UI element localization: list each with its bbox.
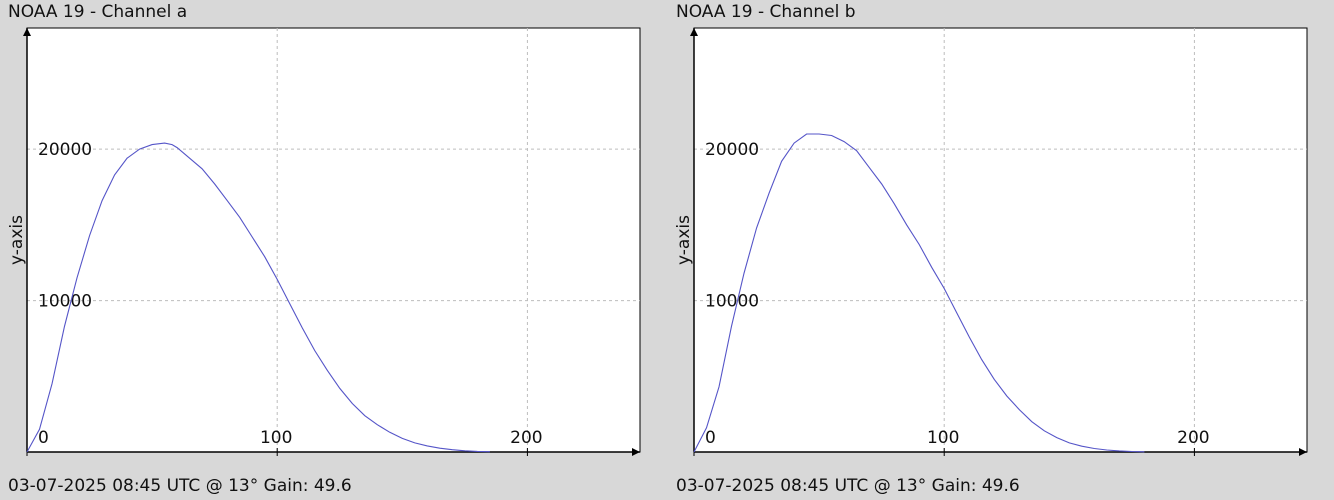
x-tick-label: 100 bbox=[927, 428, 959, 448]
y-axis-label: y-axis bbox=[7, 215, 27, 265]
x-tick-label: 200 bbox=[1177, 428, 1209, 448]
x-tick-label: 100 bbox=[260, 428, 292, 448]
chart-channel-a: 0 100 200 10000 20000 y-axis bbox=[7, 27, 641, 456]
y-axis-arrow-icon bbox=[690, 28, 698, 36]
chart-channel-b: 0 100 200 10000 20000 y-axis bbox=[674, 27, 1308, 456]
series-line bbox=[693, 133, 1145, 453]
y-axis-label: y-axis bbox=[674, 215, 694, 265]
y-tick-label: 10000 bbox=[38, 292, 92, 312]
panel-b-title: NOAA 19 - Channel b bbox=[676, 2, 856, 22]
plot-area bbox=[693, 27, 1308, 453]
panel-a-title: NOAA 19 - Channel a bbox=[8, 2, 188, 22]
x-tick-label: 0 bbox=[705, 428, 716, 448]
plot-area bbox=[26, 27, 641, 453]
y-tick-label: 20000 bbox=[38, 140, 92, 160]
y-tick-label: 10000 bbox=[705, 292, 759, 312]
y-tick-label: 20000 bbox=[705, 140, 759, 160]
panel-b-footer: 03-07-2025 08:45 UTC @ 13° Gain: 49.6 bbox=[676, 476, 1020, 496]
panel-a-footer: 03-07-2025 08:45 UTC @ 13° Gain: 49.6 bbox=[8, 476, 352, 496]
series-line bbox=[26, 142, 490, 453]
x-tick-label: 0 bbox=[38, 428, 49, 448]
x-axis-arrow-icon bbox=[1299, 448, 1307, 456]
y-axis-arrow-icon bbox=[23, 28, 31, 36]
x-axis-arrow-icon bbox=[632, 448, 640, 456]
x-tick-label: 200 bbox=[510, 428, 542, 448]
